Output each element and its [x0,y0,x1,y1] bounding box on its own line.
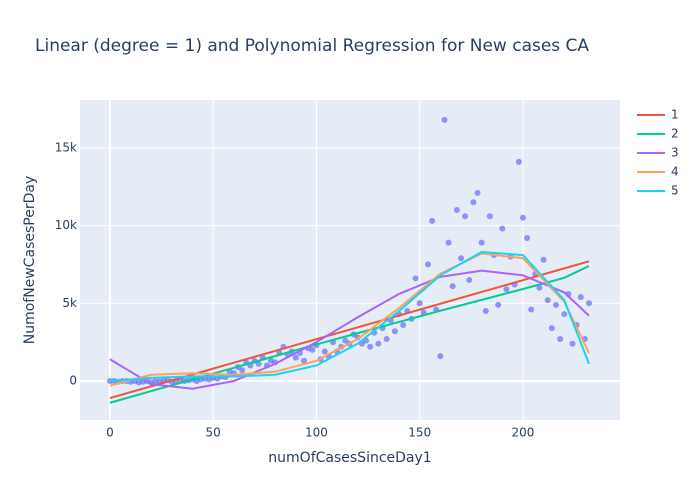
regression-line [109,269,590,390]
y-tick-label: 10k [55,218,77,232]
data-point [429,217,436,224]
data-point [552,301,559,308]
data-point [528,306,535,313]
data-point [383,336,390,343]
data-point [400,322,407,329]
data-point [499,225,506,232]
data-point [457,255,464,262]
data-point [449,283,456,290]
data-point [445,239,452,246]
data-point [292,354,299,361]
data-point [478,239,485,246]
data-point [255,360,262,367]
data-point [495,301,502,308]
data-point [424,261,431,268]
data-point [309,346,316,353]
data-point [486,213,493,220]
data-point [239,367,246,374]
data-point [536,284,543,291]
data-point [412,275,419,282]
data-point [466,276,473,283]
y-axis-title: NumofNewCasesPerDay [22,176,38,345]
data-point [375,340,382,347]
data-point [482,308,489,315]
regression-line [109,260,590,400]
y-tick-label: 15k [55,140,77,154]
y-tick-label: 5k [62,296,77,310]
data-point [524,235,531,242]
data-point [391,328,398,335]
x-tick-label: 100 [305,426,328,440]
legend-label: 4 [671,165,679,179]
x-tick-label: 50 [206,426,221,440]
data-point [301,357,308,364]
data-point [416,300,423,307]
data-point [462,213,469,220]
x-tick-label: 200 [511,426,534,440]
data-point [557,336,564,343]
legend-label: 1 [671,108,679,122]
data-point [503,286,510,293]
data-point [519,214,526,221]
y-tick-label: 0 [69,373,77,387]
legend-label: 5 [671,184,679,198]
data-point [540,256,547,263]
regression-line [109,265,590,404]
legend-label: 3 [671,146,679,160]
chart-title: Linear (degree = 1) and Polynomial Regre… [35,36,589,56]
regression-line [109,250,590,382]
data-point [437,353,444,360]
data-point [586,300,593,307]
plot-area [80,100,620,420]
data-point [561,311,568,318]
data-point [453,207,460,214]
x-axis-title: numOfCasesSinceDay1 [268,450,431,466]
data-point [321,348,328,355]
data-point [474,189,481,196]
regression-line [109,252,590,387]
x-tick-label: 0 [106,426,114,440]
data-point [441,116,448,123]
data-point [544,297,551,304]
x-tick-label: 150 [408,426,431,440]
data-point [548,325,555,332]
data-point [515,158,522,165]
legend-label: 2 [671,127,679,141]
data-point [470,199,477,206]
data-point [577,294,584,301]
data-point [342,337,349,344]
data-point [569,340,576,347]
data-point [367,343,374,350]
